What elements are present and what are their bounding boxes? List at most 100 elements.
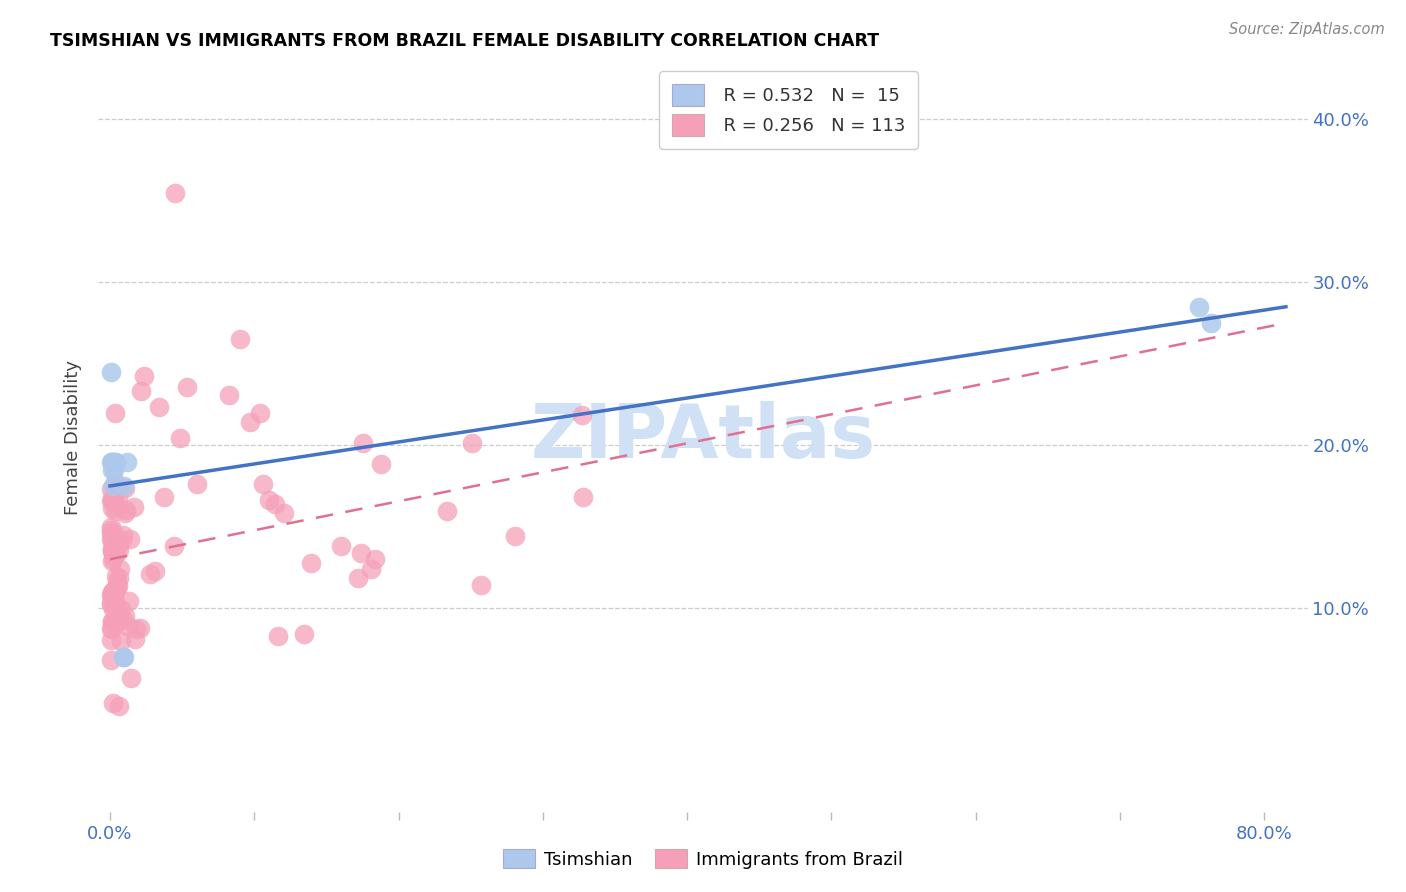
Point <box>571 490 593 504</box>
Point <box>104 595 127 609</box>
Point <box>105 569 128 583</box>
Point <box>101 614 124 628</box>
Point <box>169 432 191 446</box>
Point <box>101 584 124 599</box>
Point <box>107 481 129 495</box>
Text: TSIMSHIAN VS IMMIGRANTS FROM BRAZIL FEMALE DISABILITY CORRELATION CHART: TSIMSHIAN VS IMMIGRANTS FROM BRAZIL FEMA… <box>51 32 879 50</box>
Point <box>360 562 382 576</box>
Point <box>571 408 593 422</box>
Point <box>114 506 136 520</box>
Point <box>100 554 122 568</box>
Legend:   R = 0.532   N =  15,   R = 0.256   N = 113: R = 0.532 N = 15, R = 0.256 N = 113 <box>659 71 918 149</box>
Point <box>108 698 131 713</box>
Point <box>100 365 122 379</box>
Point <box>117 618 139 632</box>
Point <box>100 623 122 637</box>
Point <box>153 490 176 504</box>
Y-axis label: Female Disability: Female Disability <box>65 359 83 515</box>
Point <box>111 533 134 548</box>
Point <box>239 415 262 429</box>
Point <box>100 652 122 666</box>
Point <box>100 482 122 496</box>
Point <box>101 454 124 468</box>
Point <box>186 477 208 491</box>
Point <box>118 594 141 608</box>
Point <box>503 528 526 542</box>
Point <box>100 597 122 611</box>
Point <box>103 487 125 501</box>
Point <box>103 549 125 563</box>
Point <box>107 607 129 622</box>
Point <box>218 388 240 402</box>
Point <box>108 537 131 551</box>
Point <box>105 581 128 595</box>
Point <box>101 542 124 557</box>
Point <box>249 406 271 420</box>
Point <box>350 546 373 560</box>
Point <box>129 384 152 399</box>
Point <box>100 519 122 533</box>
Point <box>346 571 368 585</box>
Point <box>100 632 122 647</box>
Point <box>104 406 127 420</box>
Point <box>103 584 125 599</box>
Point <box>470 578 492 592</box>
Point <box>101 587 124 601</box>
Point <box>100 523 122 537</box>
Point <box>111 613 134 627</box>
Point <box>352 436 374 450</box>
Text: Source: ZipAtlas.com: Source: ZipAtlas.com <box>1229 22 1385 37</box>
Point <box>273 506 295 520</box>
Point <box>257 492 280 507</box>
Point <box>105 609 128 624</box>
Point <box>108 571 131 585</box>
Point <box>176 380 198 394</box>
Point <box>107 491 129 505</box>
Point <box>103 542 125 557</box>
Point <box>117 454 139 468</box>
Point <box>101 525 124 540</box>
Point <box>112 479 135 493</box>
Point <box>101 493 124 508</box>
Point <box>114 481 136 495</box>
Point <box>103 529 125 543</box>
Point <box>124 632 146 646</box>
Point <box>1188 300 1211 314</box>
Point <box>252 477 274 491</box>
Point <box>104 503 127 517</box>
Point <box>101 492 124 507</box>
Point <box>148 400 170 414</box>
Point <box>103 585 125 599</box>
Point <box>107 543 129 558</box>
Point <box>111 650 134 665</box>
Point <box>105 547 128 561</box>
Point <box>103 529 125 543</box>
Point <box>110 601 132 615</box>
Point <box>100 454 122 468</box>
Point <box>267 629 290 643</box>
Point <box>264 497 287 511</box>
Point <box>100 526 122 541</box>
Point <box>101 463 124 477</box>
Point <box>229 332 252 346</box>
Point <box>101 696 124 710</box>
Point <box>105 580 128 594</box>
Point <box>104 475 127 490</box>
Point <box>103 463 125 477</box>
Point <box>101 479 124 493</box>
Point <box>103 602 125 616</box>
Point <box>122 500 145 515</box>
Point <box>436 504 458 518</box>
Point <box>107 578 129 592</box>
Point <box>101 454 124 468</box>
Point <box>460 435 482 450</box>
Point <box>299 556 322 570</box>
Point <box>143 564 166 578</box>
Point <box>114 503 136 517</box>
Point <box>101 542 124 557</box>
Point <box>125 622 148 636</box>
Point <box>292 626 315 640</box>
Point <box>105 499 128 513</box>
Point <box>163 186 186 200</box>
Point <box>370 458 392 472</box>
